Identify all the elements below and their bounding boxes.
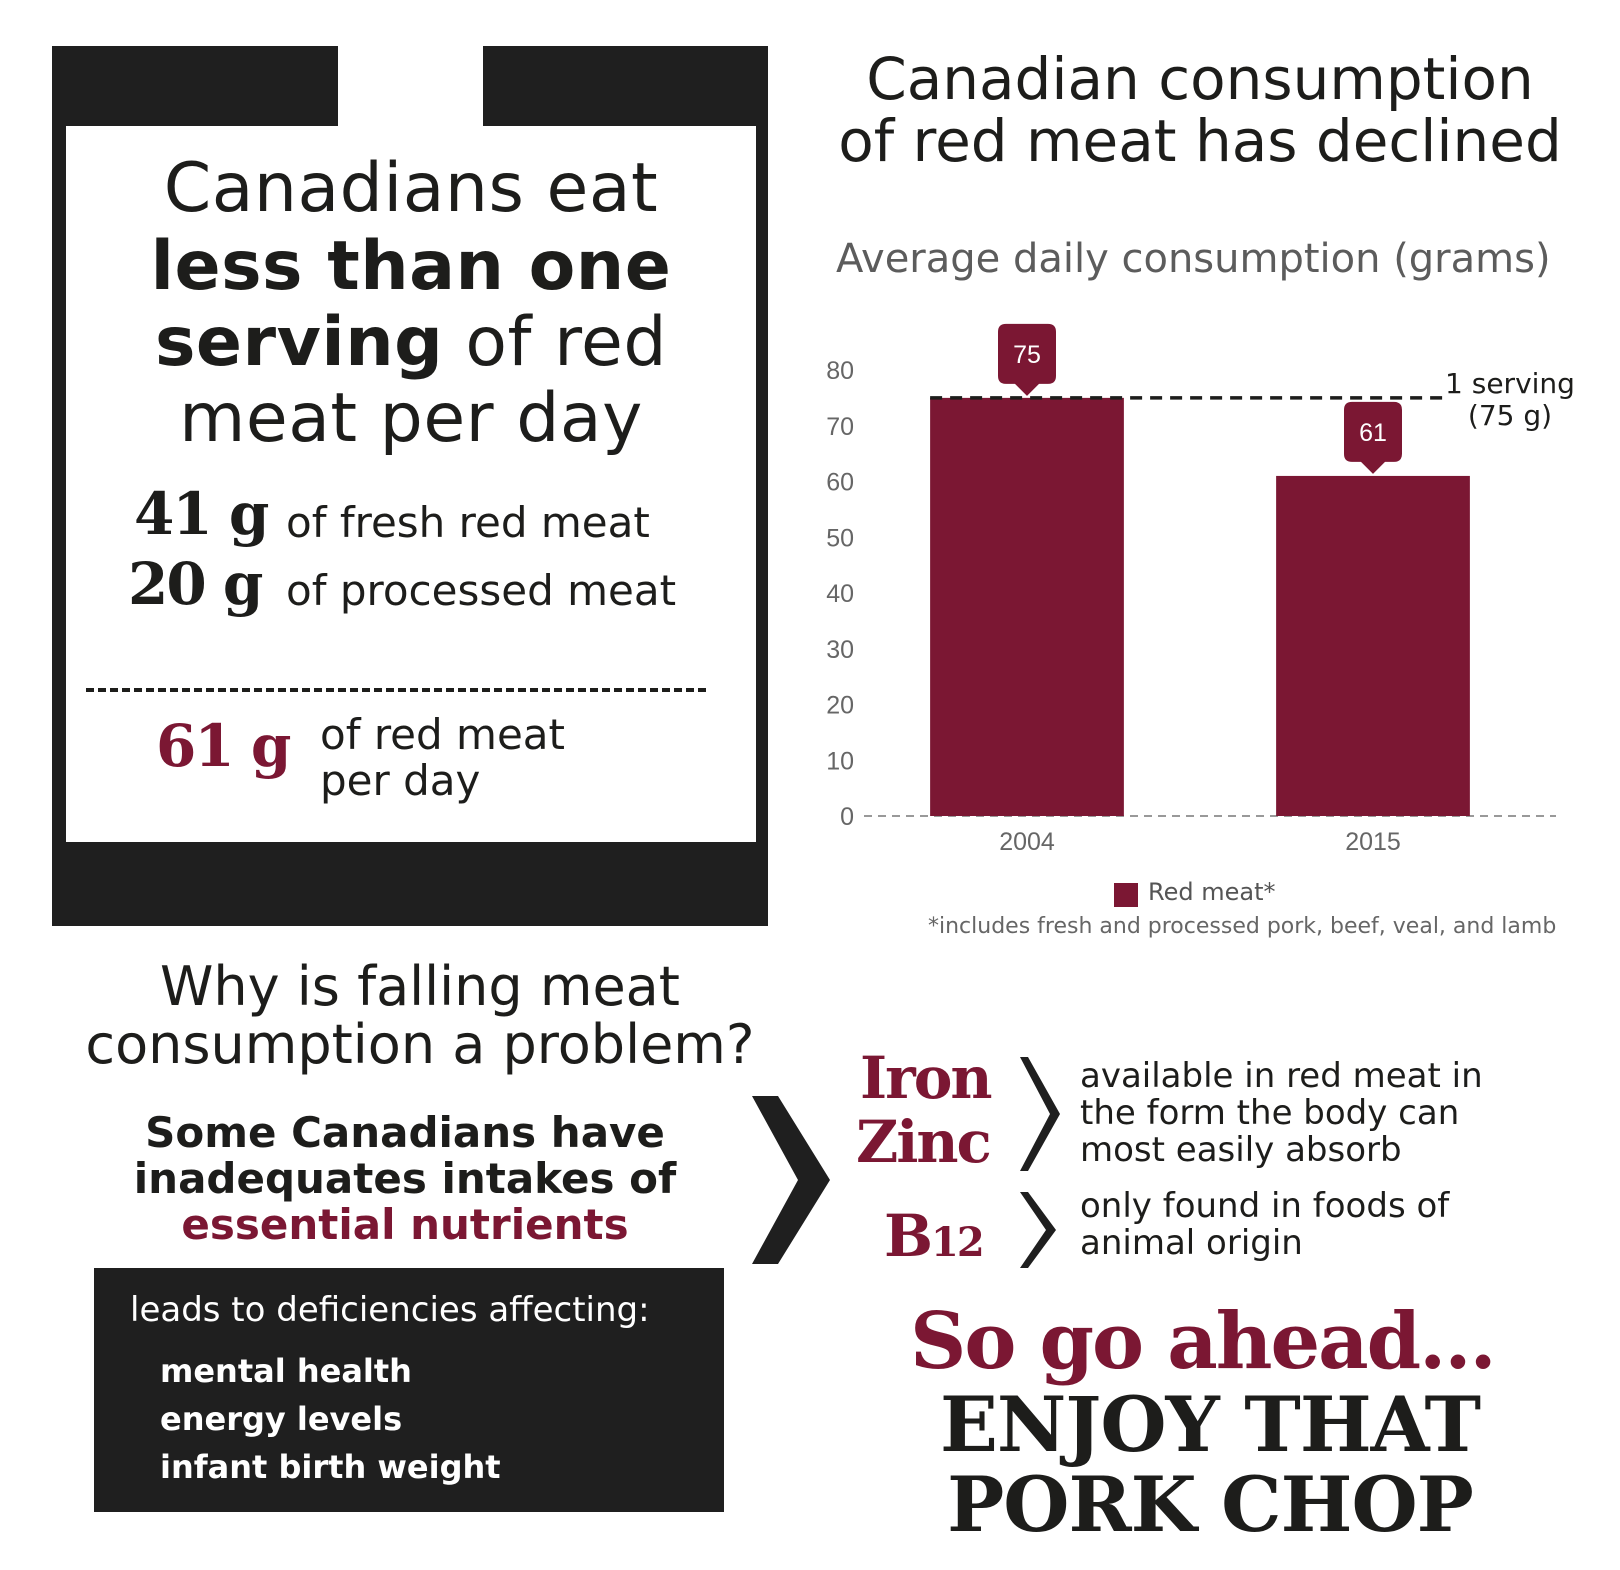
- total-value: 61 g: [156, 712, 291, 780]
- chart-subtitle: Average daily consumption (grams): [836, 236, 1551, 282]
- deficiency-item: energy levels: [160, 1400, 403, 1438]
- iron-zinc-line-2: the form the body can: [1080, 1093, 1460, 1133]
- headline-line-4: meat per day: [179, 379, 643, 458]
- iron-zinc-line-3: most easily absorb: [1080, 1130, 1402, 1170]
- x-tick-label: 2004: [999, 828, 1055, 856]
- inadequate-line-3: essential nutrients: [181, 1200, 629, 1249]
- y-tick-label: 0: [840, 803, 854, 831]
- nutrient-b12-letter: B: [884, 1202, 933, 1270]
- serving-label-line-2: (75 g): [1467, 399, 1553, 432]
- iron-zinc-chevron-icon: [1020, 1057, 1060, 1171]
- frame-tab-right: [483, 46, 768, 128]
- processed-value: 20 g: [128, 550, 263, 618]
- why-line-2: consumption a problem?: [85, 1013, 755, 1076]
- headline-line-1: Canadians eat: [163, 149, 659, 228]
- y-tick-label: 80: [826, 357, 854, 385]
- headline-panel: Canadians eat less than one serving of r…: [66, 126, 756, 842]
- inadequate-intake-text: Some Canadians have inadequates intakes …: [90, 1110, 720, 1248]
- bar: [1276, 475, 1470, 816]
- deficiency-item: mental health: [160, 1352, 412, 1390]
- headline-serving: serving: [154, 303, 444, 382]
- y-tick-label: 30: [826, 636, 854, 664]
- chart-footnote: *includes fresh and processed pork, beef…: [928, 914, 1557, 939]
- y-tick-label: 50: [826, 524, 854, 552]
- fresh-value: 41 g: [134, 480, 269, 548]
- headline-of-red: of red: [443, 303, 668, 382]
- serving-label-line-1: 1 serving: [1445, 367, 1575, 400]
- stats-divider: [86, 688, 706, 692]
- chart-title-line-1: Canadian consumption: [866, 45, 1534, 113]
- total-label-line-1: of red meat: [320, 710, 565, 759]
- headline-frame: Canadians eat less than one serving of r…: [52, 126, 768, 926]
- total-label-line-2: per day: [320, 756, 481, 805]
- y-tick-label: 70: [826, 413, 854, 441]
- legend-label: Red meat*: [1148, 878, 1276, 906]
- nutrient-iron: Iron: [860, 1044, 993, 1112]
- legend-swatch: [1114, 883, 1138, 907]
- why-heading: Why is falling meat consumption a proble…: [30, 958, 810, 1074]
- chart-title: Canadian consumption of red meat has dec…: [800, 48, 1600, 172]
- nutrient-zinc: Zinc: [856, 1108, 992, 1176]
- why-line-1: Why is falling meat: [160, 955, 680, 1018]
- closing-enjoy: ENJOY THAT PORK CHOP: [880, 1385, 1540, 1545]
- fresh-label: of fresh red meat: [286, 498, 650, 547]
- nutrient-b12-sub: 12: [931, 1219, 985, 1266]
- y-tick-label: 40: [826, 580, 854, 608]
- headline-line-3: serving of red: [66, 304, 756, 382]
- big-chevron-icon: [752, 1096, 830, 1264]
- deficiencies-intro: leads to deficiencies affecting:: [130, 1290, 650, 1330]
- y-tick-label: 60: [826, 469, 854, 497]
- deficiency-item: infant birth weight: [160, 1448, 501, 1486]
- data-label: 75: [1013, 341, 1041, 369]
- b12-description: only found in foods of animal origin: [1080, 1188, 1449, 1262]
- total-label: of red meat per day: [320, 712, 565, 804]
- iron-zinc-line-1: available in red meat in: [1080, 1056, 1483, 1096]
- processed-label: of processed meat: [286, 566, 677, 615]
- closing-so-go-ahead: So go ahead...: [910, 1296, 1497, 1387]
- inadequate-line-2: inadequates intakes of: [133, 1154, 677, 1203]
- iron-zinc-description: available in red meat in the form the bo…: [1080, 1058, 1483, 1169]
- bar: [930, 397, 1124, 816]
- b12-chevron-icon: [1020, 1192, 1056, 1268]
- value-callout: [998, 323, 1056, 396]
- closing-line-2: ENJOY THAT: [940, 1380, 1481, 1469]
- closing-line-3: PORK CHOP: [947, 1460, 1474, 1549]
- data-label: 61: [1359, 419, 1387, 447]
- y-tick-label: 20: [826, 692, 854, 720]
- chart-title-line-2: of red meat has declined: [838, 107, 1562, 175]
- x-tick-label: 2015: [1345, 828, 1401, 856]
- b12-line-2: animal origin: [1080, 1223, 1303, 1263]
- frame-tab-left: [52, 46, 338, 128]
- b12-line-1: only found in foods of: [1080, 1186, 1450, 1226]
- nutrient-b12: B12: [884, 1202, 985, 1270]
- value-callout: [1344, 401, 1402, 474]
- serving-label: 1 serving (75 g): [1440, 368, 1580, 432]
- inadequate-line-1: Some Canadians have: [145, 1108, 665, 1157]
- y-tick-label: 10: [826, 747, 854, 775]
- deficiencies-box: leads to deficiencies affecting: mental …: [94, 1268, 724, 1512]
- headline-line-2: less than one: [150, 227, 672, 306]
